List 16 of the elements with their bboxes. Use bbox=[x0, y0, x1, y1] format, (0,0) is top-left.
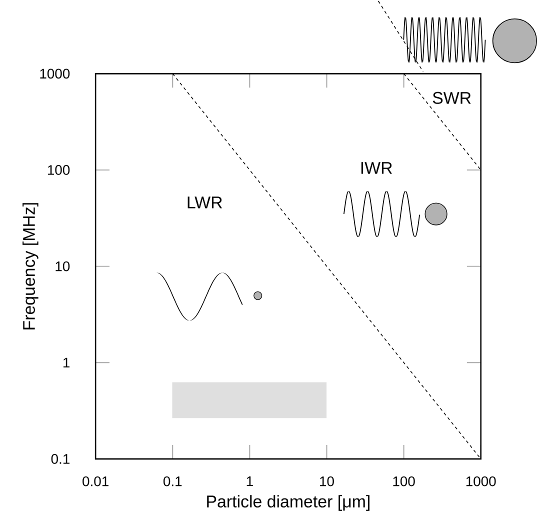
y-tick-label: 1 bbox=[63, 358, 70, 368]
y-tick-label: 1000 bbox=[40, 68, 70, 79]
x-tick-label: 0.01 bbox=[82, 476, 108, 486]
annotation: LWR bbox=[188, 196, 222, 208]
annotation: IWR bbox=[361, 162, 392, 174]
x-tick-label: 10 bbox=[320, 476, 334, 486]
x-tick-label: 1 bbox=[246, 476, 253, 486]
y-tick-label: 100 bbox=[48, 165, 70, 176]
x-tick-label: 1000 bbox=[466, 476, 496, 486]
annotation: SWR bbox=[432, 92, 471, 104]
x-tick-label: 100 bbox=[393, 476, 415, 486]
x-tick-label: 0.1 bbox=[163, 476, 182, 486]
y-tick-label: 10 bbox=[56, 262, 70, 272]
x-axis-title: Particle diameter [μm] bbox=[207, 495, 370, 511]
y-tick-label: 0.1 bbox=[51, 454, 70, 464]
y-axis-title: Frequency [MHz] bbox=[22, 203, 38, 330]
